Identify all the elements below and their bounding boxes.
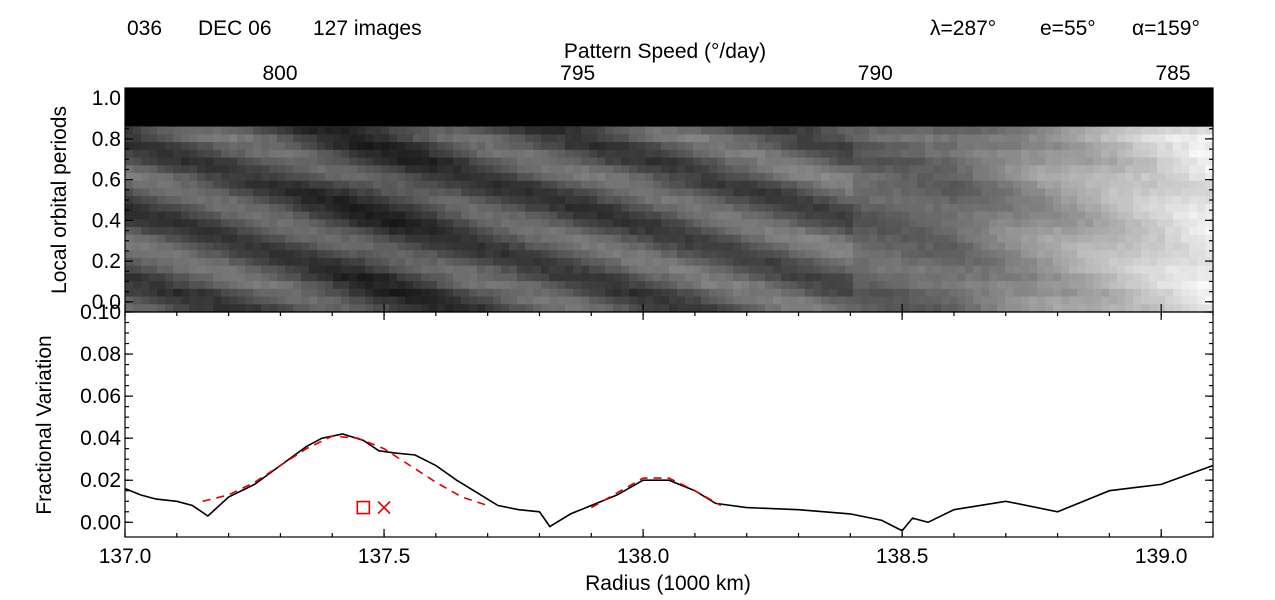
- header-lambda: λ=287°: [930, 17, 996, 40]
- pattern-speed-tick-label: 800: [262, 62, 297, 85]
- pattern-speed-label: Pattern Speed (°/day): [564, 40, 766, 63]
- header-alpha: α=159°: [1132, 17, 1200, 40]
- line-panel: 0.00 0.02 0.04 0.06 0.08 0.10 137.0 137.5 138.0 1…: [80, 301, 1214, 568]
- line-x-tick-label: 138.5: [876, 545, 929, 568]
- line-frame: [124, 311, 1214, 538]
- pattern-speed-tick-label: 795: [560, 62, 595, 85]
- line-x-tick-label: 137.0: [99, 545, 152, 568]
- y-label-heatmap: Local orbital periods: [48, 106, 71, 294]
- heatmap-image: [125, 88, 1213, 312]
- pattern-speed-tick-label: 785: [1155, 62, 1190, 85]
- heatmap-y-tick-label: 0.0: [92, 291, 121, 314]
- marker-square: [356, 500, 371, 515]
- line-x-tick-label: 139.0: [1135, 545, 1188, 568]
- heatmap-y-tick-label: 0.4: [92, 209, 122, 232]
- header-images: 127 images: [313, 17, 422, 40]
- line-y-tick-label: 0.10: [80, 301, 121, 324]
- series-line-fit: [590, 477, 722, 509]
- line-y-tick-label: 0.04: [80, 427, 121, 450]
- line-axes: 0.00 0.02 0.04 0.06 0.08 0.10 137.0 137.5 138.0 1…: [80, 301, 1214, 568]
- header-emission: e=55°: [1040, 17, 1096, 40]
- header-rev: 036: [127, 17, 162, 40]
- heatmap-y-tick-label: 1.0: [92, 87, 121, 110]
- series-line-observed: [125, 433, 1213, 532]
- y-label-line: Fractional Variation: [33, 335, 56, 514]
- line-y-tick-label: 0.00: [80, 511, 121, 534]
- line-y-tick-label: 0.08: [80, 343, 121, 366]
- line-y-tick-label: 0.06: [80, 385, 121, 408]
- line-x-tick-label: 137.5: [358, 545, 411, 568]
- heatmap-y-tick-label: 0.2: [92, 250, 121, 273]
- heatmap-y-tick-label: 0.6: [92, 169, 121, 192]
- header: 036 DEC 06 127 images λ=287° e=55° α=159…: [127, 17, 1200, 40]
- line-x-tick-label: 138.0: [617, 545, 670, 568]
- heatmap-y-tick-label: 0.8: [92, 128, 121, 151]
- heatmap-panel: 0.0 0.2 0.4 0.6 0.8 1.0 800 795 790 785: [92, 62, 1214, 314]
- series-line-fit: [202, 435, 488, 507]
- x-label-radius: Radius (1000 km): [585, 572, 751, 595]
- line-plot: [125, 433, 1213, 532]
- marker-x-stroke: [377, 500, 391, 515]
- heatmap-axes: 0.0 0.2 0.4 0.6 0.8 1.0 800 795 790 785: [92, 62, 1214, 314]
- header-date: DEC 06: [198, 17, 272, 40]
- marker-x: [377, 500, 391, 515]
- line-y-tick-label: 0.02: [80, 469, 121, 492]
- pattern-speed-tick-label: 790: [858, 62, 893, 85]
- heatmap-masked-band: [125, 88, 1213, 127]
